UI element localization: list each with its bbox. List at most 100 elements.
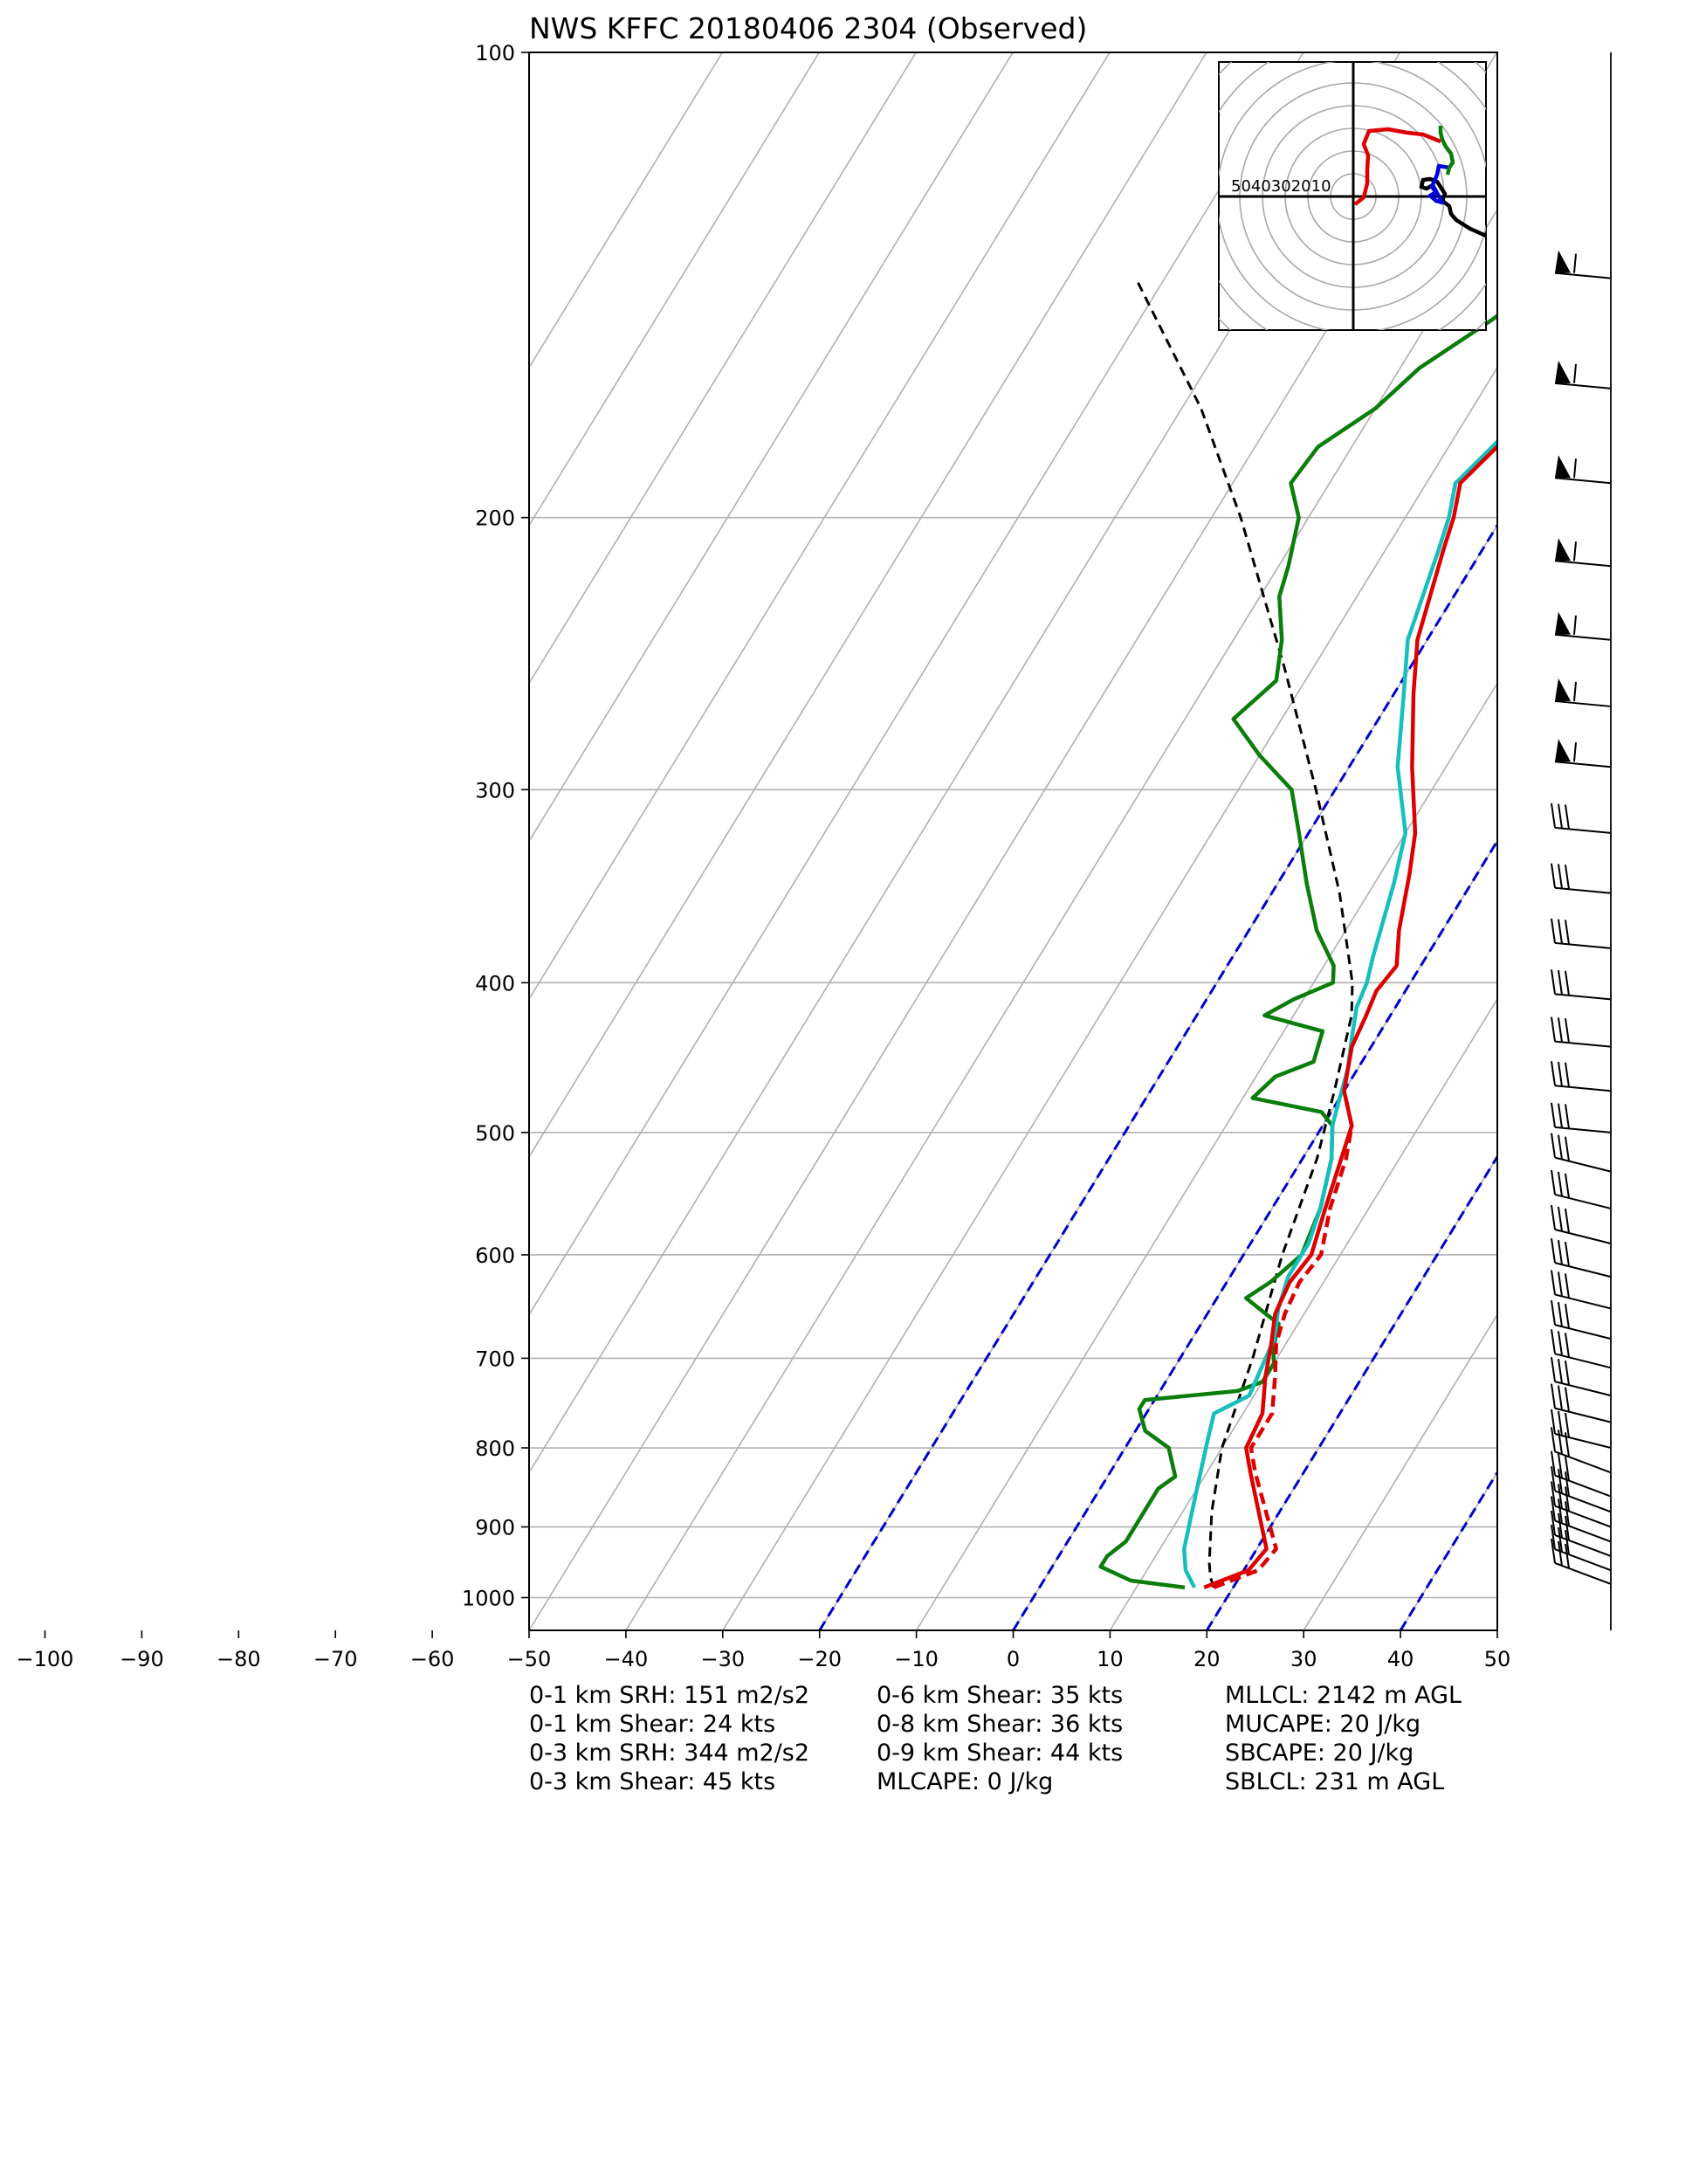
wind-barb-feather (1565, 1486, 1570, 1512)
isotherm-blue--20 (818, 522, 1497, 1630)
stat-shear-0-3km: 0-3 km Shear: 45 kts (529, 1768, 776, 1795)
wind-barb-feather (1565, 1062, 1570, 1087)
chart-title: NWS KFFC 20180406 2304 (Observed) (529, 11, 1087, 45)
hodograph: 5040302010 (1218, 61, 1487, 331)
hodograph-trace-0 (1419, 176, 1486, 238)
x-tick-label: −70 (313, 1647, 358, 1671)
x-tick-label: −10 (894, 1647, 939, 1671)
isotherm-gridline (529, 52, 820, 527)
wind-barb-feather (1573, 253, 1577, 273)
wind-barb (1554, 678, 1612, 707)
wind-barb (1554, 611, 1612, 641)
stat-srh-0-3km: 0-3 km SRH: 344 m2/s2 (529, 1740, 810, 1767)
wind-barb-shaft (1554, 761, 1612, 768)
wind-barb-feather (1551, 1510, 1556, 1536)
wind-barb-feather (1565, 1456, 1570, 1481)
wind-barb-feather (1565, 1173, 1570, 1199)
wind-barb-feather (1558, 1239, 1563, 1265)
wind-barb-feather (1558, 1358, 1563, 1384)
wind-barb-shaft (1554, 699, 1612, 707)
stats-column-3: MLLCL: 2142 m AGL MUCAPE: 20 J/kg SBCAPE… (1225, 1681, 1462, 1796)
hodograph-traces (1353, 126, 1486, 238)
x-tick-label: −90 (120, 1647, 164, 1671)
wind-barb-feather (1565, 1273, 1570, 1299)
wind-barb-feather (1551, 1450, 1556, 1476)
wind-barb-shaft (1554, 1562, 1612, 1585)
x-tick-label: −100 (17, 1647, 74, 1671)
wind-barb-feather (1558, 1453, 1563, 1478)
stat-sblcl: SBLCL: 231 m AGL (1225, 1768, 1445, 1795)
wind-barb-shaft (1554, 1519, 1612, 1543)
wind-barb (1554, 360, 1612, 389)
wind-barb (1551, 1204, 1612, 1244)
x-tick-label: 50 (1484, 1647, 1511, 1671)
wind-barb-feather (1558, 1484, 1563, 1509)
wind-barbs (1551, 52, 1612, 1630)
wind-barb-feather (1551, 1102, 1556, 1127)
wind-barb (1551, 1061, 1612, 1092)
wind-barb-shaft (1554, 1407, 1612, 1423)
wind-barb-feather (1558, 1331, 1563, 1356)
wind-barb (1551, 1237, 1612, 1278)
wind-barb-shaft (1554, 886, 1612, 894)
y-tick-label: 700 (475, 1347, 515, 1371)
stat-shear-0-1km: 0-1 km Shear: 24 kts (529, 1711, 776, 1738)
wind-barb-shaft (1554, 1229, 1612, 1244)
isotherm-gridline (1594, 52, 1699, 1630)
wind-barb-feather (1565, 804, 1570, 830)
wind-barb-feather (1551, 1169, 1556, 1195)
wind-barb (1551, 1270, 1612, 1310)
wind-barb-feather (1551, 1237, 1556, 1264)
x-tick-label: −30 (700, 1647, 745, 1671)
series-temperature (1203, 444, 1497, 1589)
wind-barb (1551, 863, 1612, 894)
wind-barb-feather (1565, 1136, 1570, 1161)
wind-barb-feather (1565, 1543, 1570, 1569)
y-tick-label: 500 (475, 1121, 515, 1146)
wind-barb-shaft (1554, 1474, 1612, 1498)
y-tick-label: 200 (475, 506, 515, 531)
isotherm-gridline (1691, 52, 1699, 1630)
wind-barb-feather (1558, 1540, 1563, 1567)
isotherm-gridline (529, 52, 1304, 1316)
wind-barb-flag (1555, 360, 1571, 383)
series-dewpoint (1098, 313, 1497, 1590)
wind-barb-feather (1558, 1301, 1563, 1327)
isotherm-gridline (529, 52, 1014, 843)
hodograph-trace-1 (1427, 163, 1450, 205)
wind-barb (1551, 1524, 1612, 1572)
isotherm-gridline (1496, 1629, 1497, 1630)
wind-barb (1551, 1510, 1612, 1557)
wind-barb-feather (1573, 615, 1577, 635)
series-wetbulb (1182, 438, 1497, 1588)
wind-barb-feather (1565, 1104, 1570, 1129)
wind-barb-feather (1551, 1299, 1556, 1326)
y-tick-label: 900 (475, 1516, 515, 1540)
stat-shear-0-6km: 0-6 km Shear: 35 kts (877, 1682, 1124, 1709)
x-tick-label: 40 (1387, 1647, 1414, 1671)
x-tick-label: 10 (1097, 1647, 1124, 1671)
wind-barb-feather (1551, 1496, 1556, 1521)
wind-barb-shaft (1554, 941, 1612, 949)
wind-barb-shaft (1554, 1262, 1612, 1278)
hodograph-ring-labels: 5040302010 (1231, 177, 1331, 196)
y-tick-label: 100 (475, 41, 515, 65)
wind-barb-feather (1558, 1498, 1563, 1524)
stats-column-2: 0-6 km Shear: 35 kts 0-8 km Shear: 36 kt… (877, 1681, 1123, 1796)
wind-barb-feather (1551, 1133, 1556, 1158)
y-tick-label: 1000 (462, 1587, 515, 1611)
y-tick-label: 800 (475, 1436, 515, 1461)
wind-barb-feather (1551, 1016, 1556, 1042)
wind-barb-shaft (1554, 633, 1612, 641)
wind-barb-shaft (1554, 560, 1612, 568)
x-tick-label: −50 (507, 1647, 552, 1671)
wind-barb-feather (1573, 541, 1577, 562)
isotherm-gridline (915, 681, 1497, 1630)
wind-barb-feather (1558, 1469, 1563, 1494)
wind-barb-feather (1558, 803, 1563, 829)
wind-barb-feather (1573, 458, 1577, 479)
wind-barb-shaft (1554, 1126, 1612, 1133)
wind-barb (1551, 803, 1612, 834)
wind-barb-flag (1555, 250, 1571, 273)
